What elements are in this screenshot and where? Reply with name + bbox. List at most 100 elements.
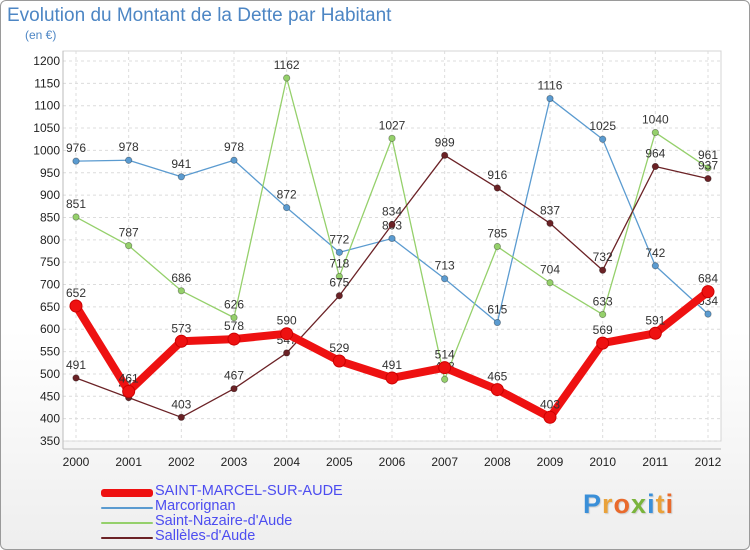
data-label: 713 [435,259,455,273]
data-point [704,310,712,318]
data-point [125,156,133,164]
data-point [493,184,501,192]
data-label: 961 [698,148,718,162]
data-point [280,327,294,341]
x-tick-label: 2010 [589,455,616,469]
data-point [441,375,449,383]
data-point [230,156,238,164]
data-point [388,134,396,142]
data-point [335,248,343,256]
data-label: 941 [171,157,191,171]
data-label: 675 [329,276,349,290]
data-label: 976 [66,141,86,155]
data-label: 937 [698,159,718,173]
data-point [332,354,346,368]
data-point [546,219,554,227]
data-point [490,383,504,397]
data-label: 529 [329,341,349,355]
data-label: 626 [224,298,244,312]
data-label: 1025 [589,119,616,133]
x-tick-label: 2005 [326,455,353,469]
data-label: 851 [66,197,86,211]
data-label: 403 [171,397,191,411]
data-label: 837 [540,203,560,217]
y-tick-label: 950 [40,166,60,180]
data-point [704,164,712,172]
y-tick-label: 1050 [33,121,60,135]
chart-subtitle: (en €) [25,28,57,42]
legend-label-marcorignan: Marcorignan [155,498,236,514]
data-point [227,332,241,346]
data-point [72,374,80,382]
x-tick-label: 2000 [63,455,90,469]
y-tick-label: 1150 [34,76,60,90]
data-point [283,204,291,212]
data-label: 1116 [538,79,563,93]
data-point [335,272,343,281]
data-label: 1040 [642,113,669,127]
y-tick-label: 650 [40,300,60,314]
legend-swatch-marcorignan [101,507,153,509]
data-label: 615 [487,303,507,317]
data-label: 491 [382,358,402,372]
y-tick-label: 700 [40,278,60,292]
data-point [599,266,607,274]
y-tick-label: 1100 [34,99,60,113]
data-point [335,292,343,300]
data-point [230,385,238,393]
data-label: 467 [224,369,244,383]
x-tick-label: 2008 [484,455,511,469]
data-point [704,174,712,183]
data-point [283,74,291,82]
data-label: 989 [435,135,455,149]
data-point [546,94,554,103]
data-label: 461 [119,371,139,385]
data-label: 916 [487,168,507,182]
data-point [648,326,662,340]
data-point [441,275,449,283]
data-label: 684 [698,272,718,286]
data-label: 590 [277,314,297,328]
data-point [388,234,396,243]
data-label: 872 [277,188,297,202]
data-label: 1162 [274,58,300,72]
y-tick-label: 1000 [33,143,60,157]
data-label: 578 [224,319,244,333]
x-tick-label: 2004 [273,455,300,469]
data-point [599,135,607,143]
data-point [230,314,238,322]
data-label: 491 [66,358,86,372]
data-point [388,221,396,229]
logo-letter: x [631,489,648,519]
x-tick-label: 2006 [379,455,406,469]
y-tick-label: 800 [40,233,60,247]
data-point [177,173,185,181]
y-tick-label: 750 [40,255,60,269]
logo-letter: P [583,489,603,519]
data-point [493,318,501,327]
legend-label-saint-marcel: SAINT-MARCEL-SUR-AUDE [155,483,343,499]
data-point [546,279,554,287]
chart-title: Evolution du Montant de la Dette par Hab… [7,5,392,26]
x-tick-label: 2003 [221,455,248,469]
data-label: 591 [645,313,665,327]
data-label: 964 [645,147,665,161]
legend-swatch-salleles [101,537,153,539]
data-label: 403 [540,397,560,411]
logo-letter: o [613,489,632,519]
data-label: 569 [593,323,613,337]
data-label: 465 [487,370,507,384]
y-tick-label: 550 [40,345,60,359]
y-tick-label: 850 [40,210,60,224]
data-point [441,151,449,159]
data-label: 686 [171,271,191,285]
data-label: 785 [487,227,507,241]
data-point [385,371,399,385]
logo-letter: i [647,489,656,519]
data-label: 514 [435,348,455,362]
data-label: 834 [382,205,402,219]
data-point [72,213,80,221]
data-point [177,413,185,421]
